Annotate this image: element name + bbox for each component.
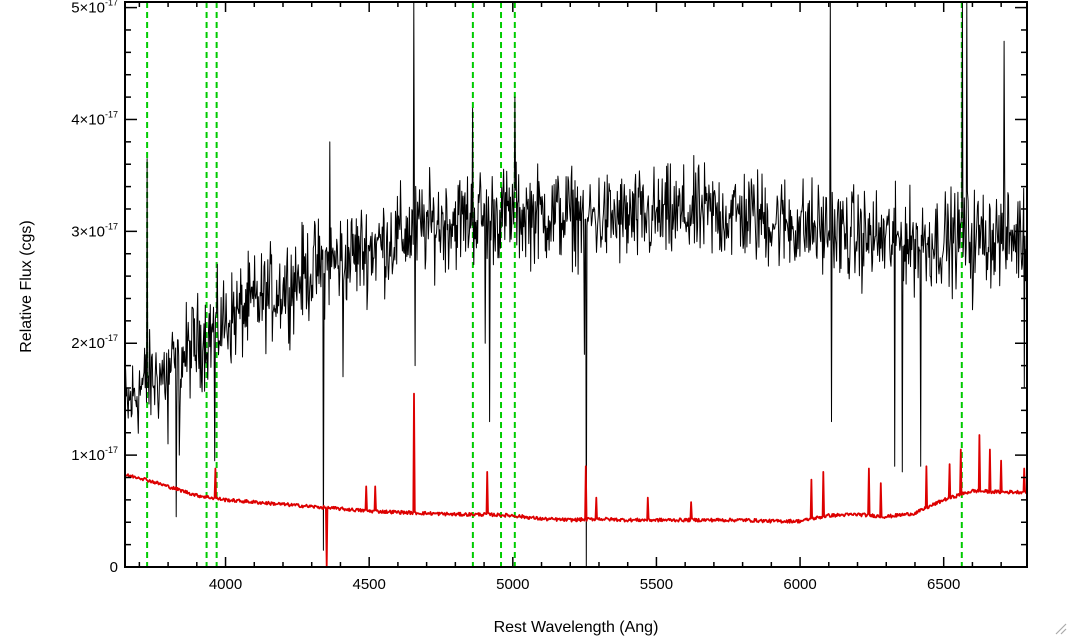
x-tick-label: 4000 xyxy=(209,576,242,593)
y-tick-exponent: -17 xyxy=(105,0,118,8)
model-spectrum-line xyxy=(125,392,1027,567)
y-tick-labels: 01×10-172×10-173×10-174×10-175×10-17 xyxy=(71,0,118,576)
x-tick-label: 4500 xyxy=(352,576,385,593)
x-tick-label: 5500 xyxy=(640,576,673,593)
x-tick-labels: 4000 4500 5000 5500 6000 6500 xyxy=(209,576,961,593)
y-tick-mantissa: 5×10 xyxy=(71,0,105,17)
y-tick-label: 5×10-17 xyxy=(71,0,118,17)
y-tick-mantissa: 4×10 xyxy=(71,111,105,128)
y-tick-mantissa: 1×10 xyxy=(71,447,105,464)
x-tick-label: 6000 xyxy=(783,576,816,593)
y-tick-exponent: -17 xyxy=(105,445,118,455)
axis-ticks xyxy=(125,2,1027,568)
y-tick-exponent: -17 xyxy=(105,333,118,343)
plot-frame xyxy=(124,1,1028,568)
y-tick-label: 3×10-17 xyxy=(71,221,118,240)
resize-grip-icon[interactable] xyxy=(1053,621,1067,635)
x-tick-label: 6500 xyxy=(927,576,960,593)
y-tick-exponent: -17 xyxy=(105,221,118,231)
y-tick-label: 4×10-17 xyxy=(71,109,118,128)
series-layer xyxy=(125,2,1027,567)
y-tick-exponent: -17 xyxy=(105,109,118,119)
x-axis-title: Rest Wavelength (Ang) xyxy=(494,619,659,636)
x-tick-label: 5000 xyxy=(496,576,529,593)
y-tick-label: 1×10-17 xyxy=(71,445,118,464)
y-axis-title: Relative Flux (cgs) xyxy=(18,220,35,352)
y-tick-mantissa: 3×10 xyxy=(71,223,105,240)
y-tick-mantissa: 2×10 xyxy=(71,335,105,352)
y-tick-mantissa: 0 xyxy=(110,559,118,576)
y-tick-label: 0 xyxy=(110,559,118,576)
observed-spectrum-line xyxy=(125,2,1027,567)
y-tick-label: 2×10-17 xyxy=(71,333,118,352)
